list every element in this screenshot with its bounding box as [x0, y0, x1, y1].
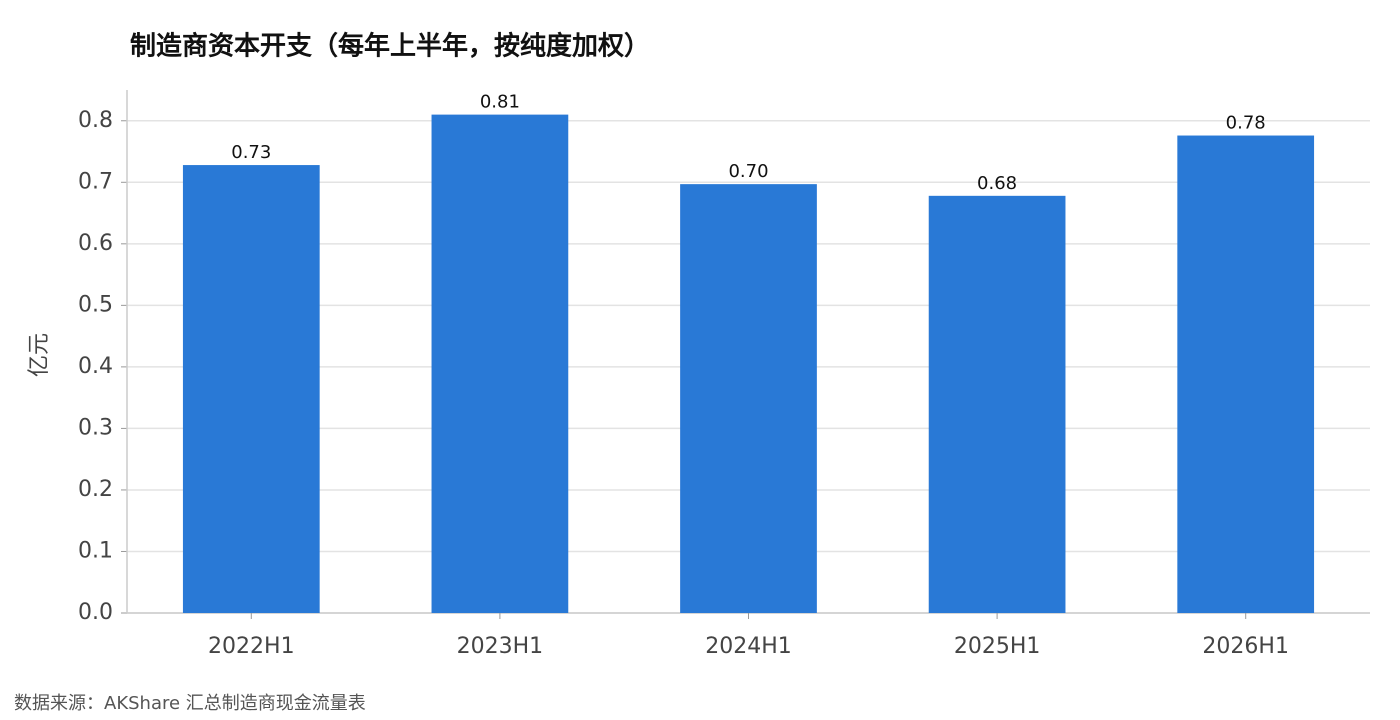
- bar: [680, 184, 817, 613]
- value-label: 0.81: [480, 92, 520, 113]
- y-tick-label: 0.6: [78, 231, 113, 256]
- y-tick-label: 0.3: [78, 415, 113, 440]
- y-tick-label: 0.7: [78, 169, 113, 194]
- x-tick-label: 2023H1: [457, 634, 544, 659]
- x-tick-label: 2026H1: [1202, 634, 1289, 659]
- y-tick-label: 0.1: [78, 538, 113, 563]
- y-tick-label: 0.0: [78, 600, 113, 625]
- bar: [928, 195, 1066, 614]
- value-label: 0.73: [231, 142, 271, 163]
- value-label: 0.68: [977, 173, 1017, 194]
- x-tick-label: 2022H1: [208, 634, 295, 659]
- bar: [1177, 135, 1315, 613]
- source-note: 数据来源：AKShare 汇总制造商现金流量表: [14, 693, 366, 714]
- value-label: 0.78: [1226, 113, 1266, 134]
- y-axis-label: 亿元: [27, 333, 52, 377]
- chart-title: 制造商资本开支（每年上半年，按纯度加权）: [130, 31, 650, 62]
- value-label: 0.70: [728, 161, 768, 182]
- bar: [182, 165, 320, 613]
- x-tick-label: 2025H1: [954, 634, 1041, 659]
- y-tick-label: 0.5: [78, 292, 113, 317]
- bar: [431, 114, 569, 614]
- y-tick-label: 0.8: [78, 108, 113, 133]
- x-tick-label: 2024H1: [705, 634, 792, 659]
- y-tick-label: 0.2: [78, 477, 113, 502]
- y-tick-label: 0.4: [78, 354, 113, 379]
